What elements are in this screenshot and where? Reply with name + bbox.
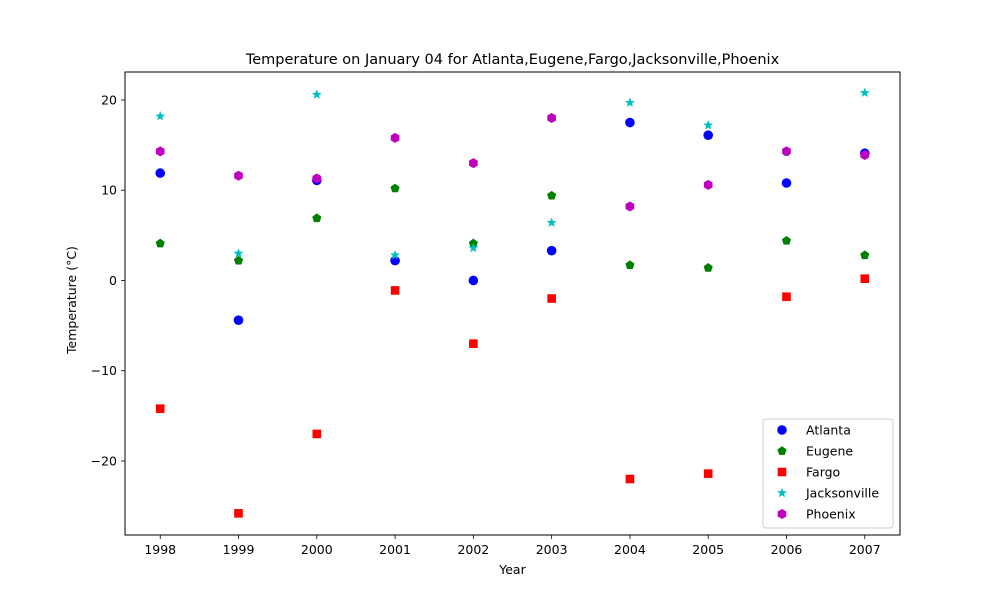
- data-point: [625, 201, 635, 212]
- data-point: [781, 235, 792, 245]
- data-point: [155, 404, 165, 413]
- data-point: [703, 263, 713, 272]
- legend: Atlanta Eugene Fargo Jacksonville Phoenix: [762, 418, 894, 529]
- data-point: [312, 213, 322, 223]
- x-tick-label: 2005: [692, 542, 724, 557]
- data-point: [703, 130, 714, 140]
- legend-label: Fargo: [806, 465, 840, 480]
- plot-area: 1998 1999 2000 2001 2002 2003 2004 2005 2006 2007…: [91, 71, 901, 557]
- x-tick-label: 1998: [144, 542, 176, 557]
- legend-marker: [777, 425, 787, 435]
- legend-label: Phoenix: [806, 507, 856, 522]
- legend-label: Atlanta: [806, 423, 851, 438]
- data-point: [625, 117, 635, 128]
- data-point: [782, 146, 791, 157]
- data-point: [312, 429, 322, 439]
- y-tick-label: −10: [91, 363, 117, 378]
- legend-label: Jacksonville: [805, 486, 879, 501]
- data-point: [390, 250, 401, 260]
- data-point: [547, 294, 556, 303]
- data-point: [625, 474, 635, 484]
- data-point: [469, 158, 478, 169]
- chart-title: Temperature on January 04 for Atlanta,Eu…: [245, 52, 780, 68]
- data-point: [547, 113, 556, 124]
- data-point: [468, 275, 479, 286]
- y-tick-label: 20: [101, 92, 117, 107]
- data-point: [860, 150, 870, 161]
- data-point: [155, 238, 165, 248]
- legend-marker: [777, 446, 787, 455]
- data-point: [781, 178, 792, 188]
- x-tick-label: 2004: [614, 542, 646, 557]
- legend-marker: [777, 467, 787, 477]
- x-tick-label: 2000: [301, 542, 333, 557]
- y-tick-label: 0: [109, 273, 117, 288]
- series-phoenix: [155, 113, 870, 212]
- data-point: [860, 274, 870, 283]
- legend-box: [762, 418, 894, 529]
- x-tick-label: 1999: [223, 542, 255, 557]
- data-point: [782, 292, 791, 302]
- data-point: [469, 339, 478, 348]
- series-fargo: [155, 274, 870, 518]
- legend-marker: [777, 509, 787, 519]
- data-point: [233, 255, 244, 265]
- series-eugene: [155, 183, 870, 272]
- data-point: [468, 242, 479, 253]
- x-tick-label: 2001: [379, 542, 411, 557]
- data-point: [703, 469, 713, 478]
- x-axis-label: Year: [498, 562, 526, 577]
- data-point: [234, 170, 243, 181]
- legend-marker: [777, 487, 787, 498]
- data-point: [703, 120, 714, 130]
- x-tick-label: 2002: [457, 542, 489, 557]
- data-point: [312, 173, 322, 184]
- data-point: [546, 245, 557, 256]
- data-point: [624, 97, 635, 107]
- x-tick-label: 2006: [771, 542, 803, 557]
- data-point: [311, 89, 322, 99]
- data-point: [390, 183, 400, 193]
- axes-frame: [124, 71, 901, 536]
- x-tick-label: 2007: [849, 542, 881, 557]
- data-point: [234, 509, 243, 518]
- data-point: [860, 250, 870, 260]
- data-point: [155, 146, 165, 157]
- data-point: [390, 132, 400, 143]
- data-point: [233, 248, 244, 258]
- data-point: [625, 260, 635, 270]
- legend-label: Eugene: [806, 444, 853, 459]
- x-tick-label: 2003: [536, 542, 568, 557]
- data-point: [547, 190, 557, 200]
- data-point: [546, 217, 557, 227]
- data-point: [703, 179, 713, 190]
- y-axis-label: Temperature (°C): [64, 246, 79, 355]
- data-point: [155, 168, 166, 178]
- data-point: [233, 315, 244, 325]
- data-point: [859, 87, 870, 97]
- y-tick-label: 10: [101, 183, 117, 198]
- y-tick-label: −20: [91, 453, 117, 468]
- data-point: [390, 286, 400, 295]
- data-point: [155, 111, 166, 121]
